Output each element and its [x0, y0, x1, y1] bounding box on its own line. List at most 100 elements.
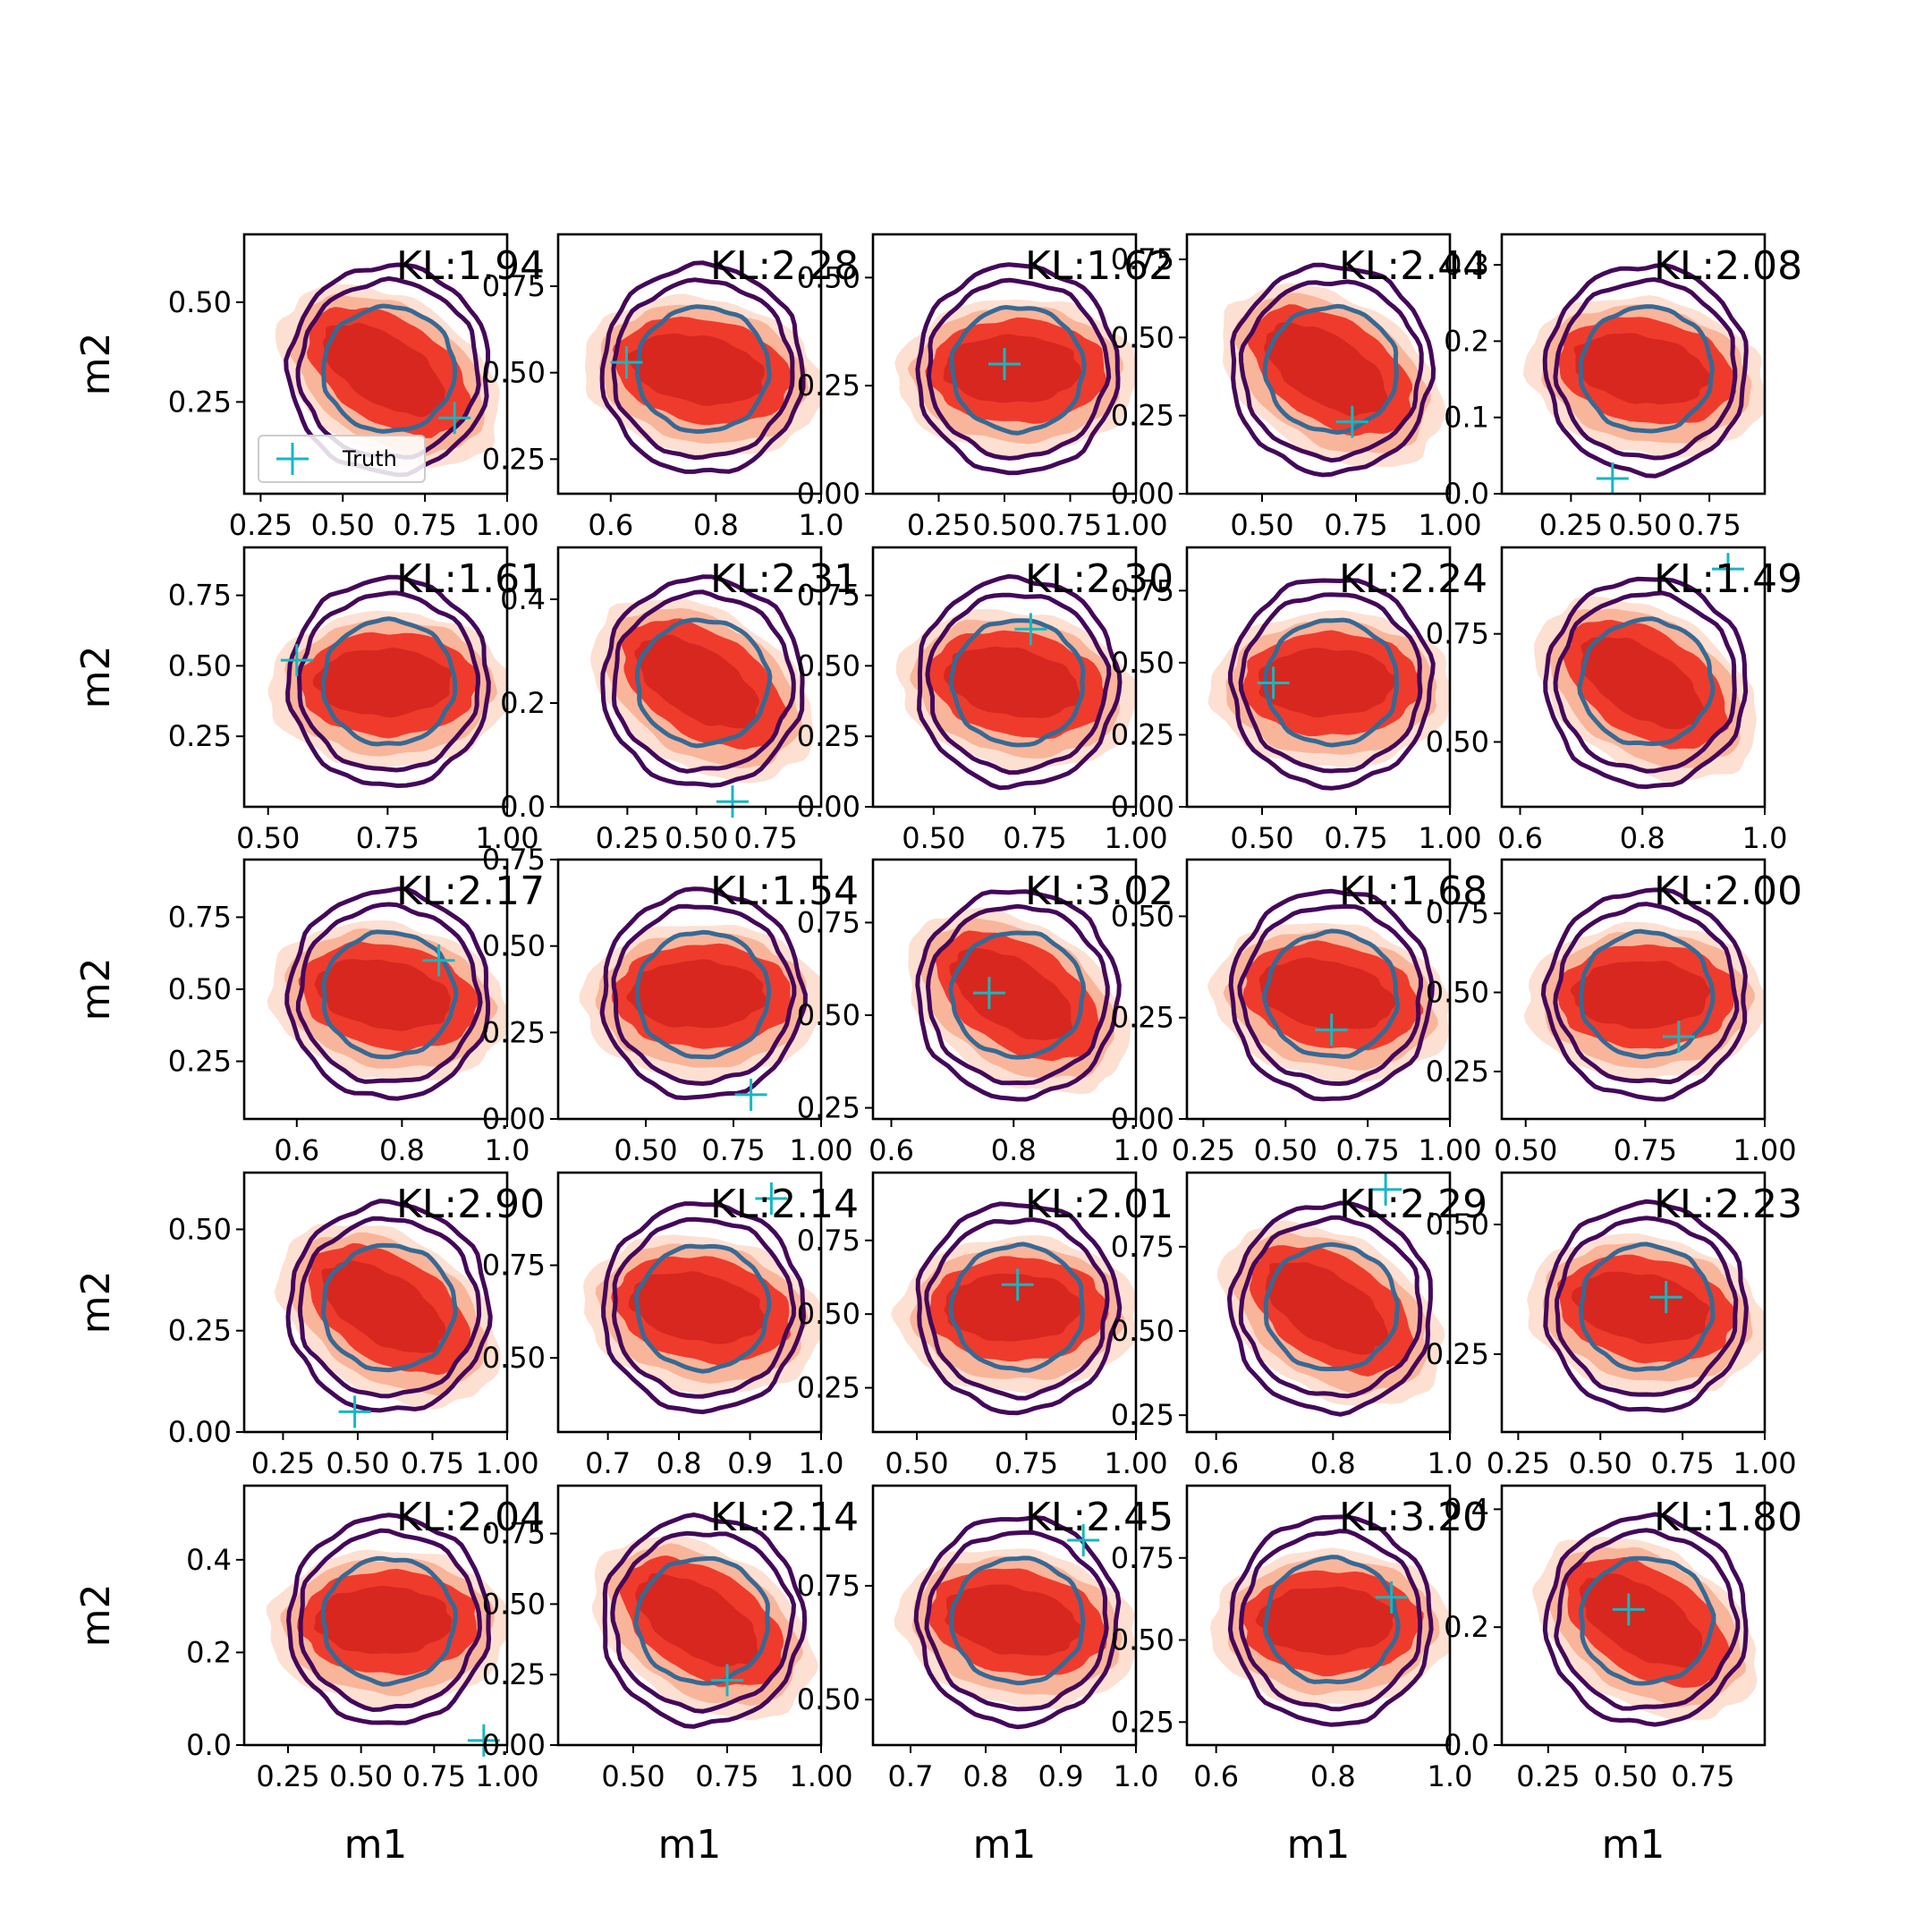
y-tick-label: 0.0	[1444, 1728, 1489, 1762]
y-tick-label: 0.4	[186, 1543, 232, 1577]
subplot-24: 0.6 0.8 1.0 0.25 0.50 0.75 KL:3.20 m1	[1111, 1484, 1487, 1868]
truth-marker	[988, 348, 1021, 380]
x-tick-label: 0.75	[1671, 1759, 1734, 1793]
x-tick-label: 0.6	[1193, 1446, 1239, 1480]
outer-contour-2	[1555, 1216, 1739, 1397]
outer-contour-2	[1238, 279, 1424, 463]
posterior-fill-core	[1255, 1586, 1396, 1656]
y-tick-label: 0.25	[797, 1091, 860, 1125]
outer-contour	[915, 1201, 1123, 1416]
outer-contour-2	[925, 592, 1112, 775]
posterior-fill-core	[1258, 957, 1395, 1030]
x-tick-label: 0.6	[588, 508, 633, 542]
inner-contour	[1578, 304, 1715, 434]
x-tick-label: 1.00	[475, 508, 538, 542]
outer-contour	[285, 1199, 493, 1413]
axes-frame	[871, 546, 1138, 809]
axes-frame	[1500, 1171, 1767, 1434]
y-tick-label: 0.75	[1426, 896, 1489, 930]
outer-contour-2	[611, 903, 797, 1087]
x-tick-label: 1.0	[485, 1133, 530, 1167]
x-tick-label: 0.50	[885, 1446, 948, 1480]
truth-marker	[1369, 1173, 1402, 1206]
y-tick-label: 0.50	[797, 648, 860, 682]
subplot-1: 0.25 0.50 0.75 1.00 0.25 0.50 KL:1.94 m2 Truth	[73, 233, 545, 542]
x-tick-label: 0.8	[657, 1446, 702, 1480]
x-tick-label: 0.75	[1677, 508, 1741, 542]
outer-contour	[284, 886, 491, 1101]
y-tick-label: 0.25	[1111, 1398, 1174, 1432]
y-tick-label: 0.0	[1444, 477, 1489, 511]
x-tick-label: 0.25	[1516, 1759, 1580, 1793]
outer-contour	[284, 262, 491, 478]
outer-contour	[1228, 888, 1435, 1102]
y-tick-label: 0.25	[1111, 399, 1174, 433]
axes-frame	[556, 546, 823, 809]
inner-contour	[634, 929, 772, 1060]
kl-label: KL:2.29	[1339, 1182, 1487, 1227]
subplot-25: 0.25 0.50 0.75 0.0 0.2 0.4 KL:1.80 m1	[1444, 1484, 1802, 1868]
posterior-fill-core	[635, 1572, 758, 1667]
axes-frame	[1185, 233, 1452, 496]
axes-frame	[556, 233, 823, 496]
x-tick-label: 0.50	[902, 821, 965, 855]
outer-contour	[599, 260, 806, 474]
axes-frame	[871, 1484, 1138, 1747]
x-tick-label: 0.25	[907, 508, 970, 542]
y-tick-label: 0.50	[482, 1587, 546, 1621]
y-tick-label: 0.50	[797, 260, 860, 294]
inner-contour	[949, 1555, 1086, 1686]
axes-frame	[871, 858, 1138, 1121]
y-tick-label: 0.50	[1111, 1314, 1174, 1348]
outer-contour	[286, 1513, 492, 1725]
x-tick-label: 0.50	[326, 1446, 389, 1480]
outer-contour-2	[925, 903, 1110, 1086]
subplot-19: 0.6 0.8 1.0 0.25 0.50 0.75 KL:2.29	[1111, 1171, 1487, 1480]
subplot-6: 0.50 0.75 1.00 0.25 0.50 0.75 KL:1.61 m2	[73, 546, 545, 855]
posterior-fill-core	[314, 1585, 453, 1654]
x-tick-label: 0.75	[1038, 508, 1102, 542]
x-tick-label: 0.50	[1230, 821, 1293, 855]
y-tick-label: 0.50	[1111, 646, 1174, 680]
axes-frame	[556, 1171, 823, 1434]
legend: Truth	[258, 435, 426, 483]
y-tick-label: 0.25	[482, 442, 546, 476]
kl-label: KL:2.14	[710, 1182, 859, 1227]
y-tick-label: 0.50	[1111, 320, 1174, 354]
x-axis-label: m1	[658, 1822, 722, 1868]
y-tick-label: 0.25	[168, 385, 232, 419]
y-tick-label: 0.25	[1111, 717, 1174, 751]
x-tick-label: 0.75	[1336, 1133, 1400, 1167]
posterior-fill-core	[1258, 648, 1398, 718]
kl-label: KL:2.04	[396, 1495, 545, 1540]
truth-marker	[1257, 666, 1290, 699]
x-tick-label: 0.75	[701, 1133, 765, 1167]
outer-contour	[602, 1513, 808, 1729]
subplot-21: 0.25 0.50 0.75 1.00 0.0 0.2 0.4 KL:2.04 m2 m1	[73, 1484, 545, 1868]
y-tick-label: 0.50	[168, 972, 232, 1006]
y-tick-label: 0.00	[168, 1415, 232, 1449]
x-tick-label: 0.7	[585, 1446, 631, 1480]
inner-contour	[634, 617, 773, 749]
y-tick-label: 0.25	[1111, 1705, 1174, 1739]
posterior-fill-core	[312, 648, 453, 718]
x-tick-label: 1.0	[1428, 1446, 1473, 1480]
x-tick-label: 0.25	[1172, 1133, 1235, 1167]
outer-contour-2	[1553, 276, 1738, 461]
x-tick-label: 0.6	[869, 1133, 914, 1167]
inner-contour	[320, 1555, 459, 1687]
y-tick-label: 0.50	[797, 1682, 860, 1716]
y-tick-label: 0.4	[500, 582, 546, 616]
inner-contour	[633, 1555, 771, 1686]
x-tick-label: 0.50	[614, 1133, 677, 1167]
x-tick-label: 0.50	[1569, 1446, 1632, 1480]
kl-label: KL:2.17	[396, 869, 545, 914]
x-tick-label: 0.8	[991, 1133, 1037, 1167]
inner-contour	[1262, 928, 1401, 1059]
y-tick-label: 0.25	[797, 719, 860, 753]
x-axis-label: m1	[1602, 1822, 1665, 1868]
legend-label: Truth	[342, 446, 397, 471]
truth-marker	[1596, 462, 1629, 495]
y-tick-label: 0.75	[482, 843, 546, 877]
